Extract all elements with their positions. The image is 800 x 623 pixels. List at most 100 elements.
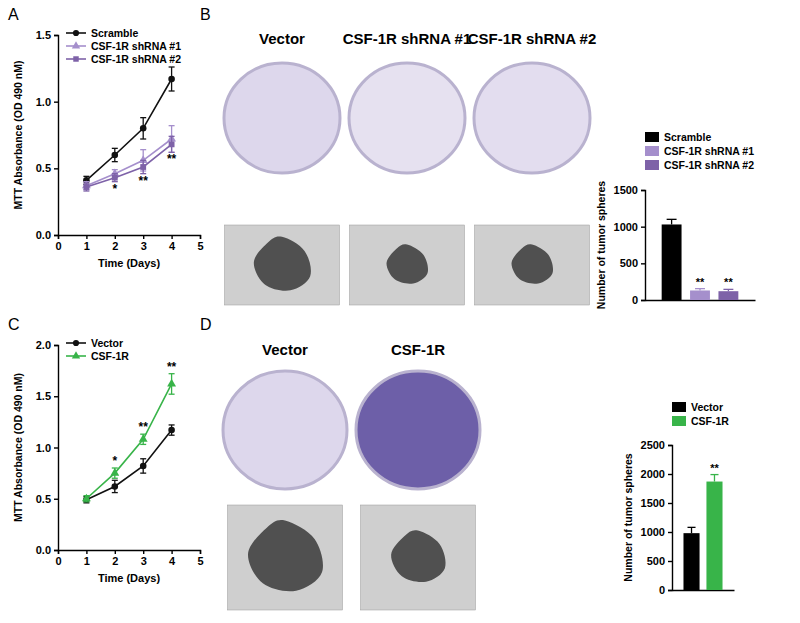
error-cap xyxy=(83,190,89,191)
error-cap xyxy=(83,501,89,502)
y-tick: 0.0 xyxy=(36,544,58,556)
x-axis-title: Time (Days) xyxy=(98,257,160,269)
point xyxy=(168,76,175,83)
legend-label: Scramble xyxy=(91,27,138,39)
legend-label: CSF-1R shRNA #1 xyxy=(91,40,181,52)
bar xyxy=(690,290,710,300)
x-tick: 3 xyxy=(141,235,147,252)
y-tick: 0 xyxy=(659,584,672,596)
y-tick-mark xyxy=(54,499,58,500)
error-cap xyxy=(169,136,175,137)
bar xyxy=(718,291,738,300)
error-bar xyxy=(83,176,89,184)
point xyxy=(140,164,146,170)
error-cap xyxy=(83,176,89,177)
error-cap xyxy=(140,160,146,161)
x-tick: 5 xyxy=(197,550,203,567)
error-bar xyxy=(140,459,146,473)
x-tick-mark xyxy=(115,235,116,239)
y-tick-mark xyxy=(668,445,672,446)
y-tick-label: 2000 xyxy=(641,468,665,480)
significance: ** xyxy=(139,420,149,434)
x-tick: 5 xyxy=(197,235,203,252)
y-axis: 0.00.51.01.5 xyxy=(36,29,59,241)
y-tick: 1.5 xyxy=(36,390,58,402)
legend-label: Vector xyxy=(691,401,723,413)
y-tick-mark xyxy=(668,532,672,533)
x-tick-label: 5 xyxy=(197,240,203,252)
legend-swatch xyxy=(645,160,659,170)
error-cap xyxy=(140,138,146,139)
point xyxy=(82,494,91,502)
sphere-photo xyxy=(228,505,343,610)
dish-photo xyxy=(474,63,590,173)
x-tick-label: 3 xyxy=(141,555,147,567)
y-tick-mark xyxy=(54,168,58,169)
y-tick: 1500 xyxy=(614,184,645,196)
legend-label: CSF-1R shRNA #2 xyxy=(91,53,181,65)
point xyxy=(167,379,176,387)
point xyxy=(169,141,175,147)
error-bar xyxy=(140,118,146,139)
error-cap xyxy=(140,444,146,445)
y-tick-mark xyxy=(641,190,645,191)
significance: ** xyxy=(696,276,705,288)
y-tick-mark xyxy=(641,300,645,301)
error-bar xyxy=(112,148,118,161)
y-tick-label: 1.0 xyxy=(36,442,51,454)
error-cap xyxy=(710,474,718,475)
panel-letter: B xyxy=(200,6,211,23)
bar xyxy=(706,482,722,590)
point xyxy=(140,463,147,470)
y-tick-label: 2500 xyxy=(641,439,665,451)
error-cap xyxy=(112,161,118,162)
y-tick: 1.0 xyxy=(36,96,58,108)
series-line xyxy=(86,384,171,499)
y-tick-label: 0.0 xyxy=(36,229,51,241)
x-tick-label: 4 xyxy=(169,555,176,567)
error-bar xyxy=(169,136,175,152)
error-cap xyxy=(112,173,118,174)
y-tick-mark xyxy=(54,35,58,36)
y-axis-line xyxy=(54,346,59,551)
x-axis-line xyxy=(59,551,201,555)
y-tick-label: 1500 xyxy=(641,497,665,509)
x-tick-mark xyxy=(115,550,116,554)
error-bar xyxy=(140,160,146,173)
series-line xyxy=(86,430,171,500)
error-cap xyxy=(688,527,696,528)
y-tick-mark xyxy=(54,550,58,551)
x-axis: 012345 xyxy=(55,235,203,252)
point xyxy=(139,434,148,442)
legend-marker xyxy=(73,56,78,61)
series-line xyxy=(86,139,171,186)
series-line xyxy=(86,79,171,180)
error-bar xyxy=(83,183,89,191)
y-tick-mark xyxy=(54,235,58,236)
sphere-photo xyxy=(350,225,465,305)
error-cap xyxy=(140,472,146,473)
error-cap xyxy=(112,148,118,149)
dish-photo xyxy=(356,371,480,489)
legend-label: CSF-1R xyxy=(691,415,729,427)
legend-label: CSF-1R xyxy=(91,350,129,362)
point xyxy=(83,184,89,190)
error-cap xyxy=(83,182,89,183)
y-tick-mark xyxy=(668,503,672,504)
error-bar xyxy=(169,425,175,435)
error-cap xyxy=(169,90,175,91)
y-axis-title: Number of tumor spheres xyxy=(622,453,634,582)
plot-area xyxy=(82,67,176,191)
x-tick-label: 5 xyxy=(197,555,203,567)
bar xyxy=(662,224,682,300)
x-tick-label: 2 xyxy=(112,240,118,252)
y-tick: 0.0 xyxy=(36,229,58,241)
y-tick-label: 500 xyxy=(647,555,665,567)
significance: ** xyxy=(724,276,733,288)
error-cap xyxy=(140,117,146,118)
sphere-photo xyxy=(475,225,590,305)
y-tick: 500 xyxy=(620,257,645,269)
significance: * xyxy=(112,182,117,196)
error-cap xyxy=(112,480,118,481)
error-bar xyxy=(112,480,118,492)
